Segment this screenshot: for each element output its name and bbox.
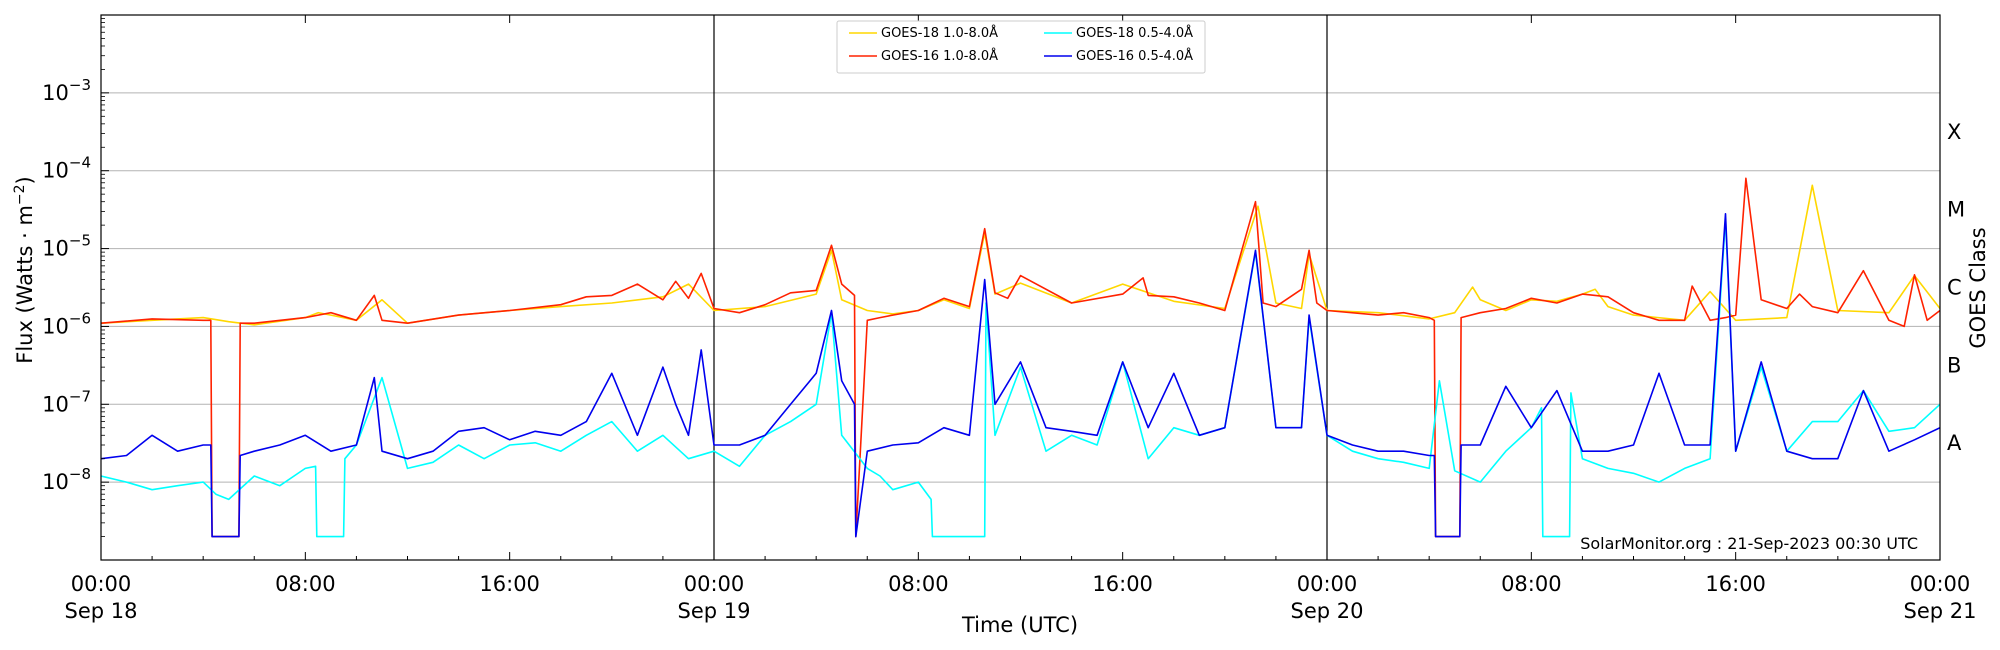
y-axis-title-sup: −2 [12,184,28,205]
goes-class-m: M [1947,198,1965,222]
goes-class-c: C [1947,276,1962,300]
x-ticks: 00:00 Sep 18 08:00 16:00 00:00 Sep 19 08:00 16:… [65,15,1977,623]
series-line-1 [101,177,1940,538]
y-axis-title-close: ) [13,176,37,184]
legend: GOES-18 1.0-8.0Å GOES-18 0.5-4.0Å GOES-16 … [836,20,1206,74]
y-axis-title-main: Flux (Watts · m [13,205,37,364]
x-tick-label-1: 08:00 [275,572,336,596]
x-tick-label-6: 00:00 [1297,572,1358,596]
x-tick-label-2: 16:00 [479,572,540,596]
x-tick-date-0: Sep 18 [65,599,138,623]
x-tick-label-8: 16:00 [1705,572,1766,596]
goes-class-x: X [1947,120,1961,144]
x-axis-title: Time (UTC) [961,613,1078,637]
goes-class-a: A [1947,431,1962,455]
y-tick-label-4: 10−4 [42,154,91,183]
legend-box [836,20,1206,74]
y-axis-title: Flux (Watts · m−2) [12,176,37,364]
y-tick-label-5: 10−3 [42,76,91,105]
x-tick-date-3: Sep 19 [678,599,751,623]
y-ticks: 10−8 10−7 10−6 10−5 10−4 10−3 [42,18,109,537]
series-line-3 [101,213,1940,538]
legend-label-3: GOES-16 0.5-4.0Å [1076,48,1193,64]
legend-label-1: GOES-16 1.0-8.0Å [881,48,998,64]
plot-border [100,14,1941,561]
x-tick-label-3: 00:00 [684,572,745,596]
x-tick-label-5: 16:00 [1092,572,1153,596]
watermark-text: SolarMonitor.org : 21-Sep-2023 00:30 UTC [1580,534,1918,553]
x-tick-label-9: 00:00 [1910,572,1971,596]
goes-class-labels: A B C M X [1947,120,1965,455]
x-tick-label-7: 08:00 [1501,572,1562,596]
y-tick-label-3: 10−5 [42,232,91,261]
legend-label-2: GOES-18 0.5-4.0Å [1076,25,1193,41]
series-line-2 [101,218,1940,538]
y-tick-label-1: 10−7 [42,387,91,416]
series-lines [101,177,1940,538]
y-tick-label-2: 10−6 [42,309,91,338]
y-tick-label-0: 10−8 [42,465,91,494]
series-line-0 [101,184,1940,326]
x-tick-date-6: Sep 20 [1291,599,1364,623]
goes-class-b: B [1947,353,1961,377]
goes-class-axis-title: GOES Class [1966,227,1990,348]
grid-lines [101,15,1940,560]
plot-frame [100,14,1941,561]
legend-label-0: GOES-18 1.0-8.0Å [881,25,998,41]
x-tick-date-9: Sep 21 [1904,599,1977,623]
x-tick-label-0: 00:00 [71,572,132,596]
x-tick-label-4: 08:00 [888,572,949,596]
